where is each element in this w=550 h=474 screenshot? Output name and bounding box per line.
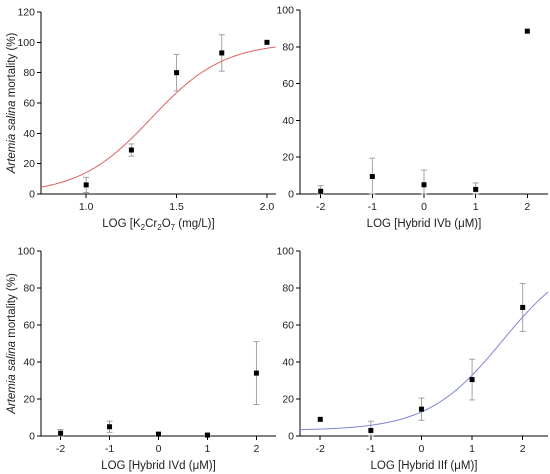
y-tick-label: 0 xyxy=(29,189,35,201)
y-tick-label: 60 xyxy=(23,98,35,110)
y-tick-label: 80 xyxy=(282,41,294,53)
data-point xyxy=(156,431,161,437)
x-axis-label-part: O xyxy=(162,218,171,230)
x-axis-label-part: M)] xyxy=(199,460,216,472)
x-tick-label: 2 xyxy=(520,443,526,455)
fit-curve xyxy=(41,46,276,188)
x-tick-label: 0 xyxy=(421,201,427,213)
x-tick-label: 1.0 xyxy=(79,201,94,213)
y-tick-label: 100 xyxy=(17,37,35,49)
data-point xyxy=(174,70,180,76)
y-tick-label: 100 xyxy=(17,246,35,258)
data-point xyxy=(219,50,225,56)
x-tick-label: 2 xyxy=(253,443,259,455)
x-axis-label-part: 7 xyxy=(171,223,176,232)
data-point xyxy=(317,416,323,422)
chart-panel-4: 0 20 40 60 80 100 -2 -1 0 1 2 LOG [Hybrid IIf (μM)] xyxy=(276,246,548,472)
x-axis-label: LOG [Hybrid IVd (μM)] xyxy=(101,460,216,472)
y-tick-label: 60 xyxy=(282,320,294,332)
data-point xyxy=(58,430,64,436)
x-tick-label: 0 xyxy=(156,443,162,455)
data-point xyxy=(253,370,259,376)
y-tick-label: 20 xyxy=(23,394,35,406)
x-axis-label-part: LOG [K xyxy=(102,218,141,230)
y-tick-label: 40 xyxy=(23,357,35,369)
x-tick-label: 1 xyxy=(205,443,211,455)
x-tick-label: 1.5 xyxy=(169,201,184,213)
y-tick-label: 20 xyxy=(282,152,294,164)
y-tick-label: 40 xyxy=(282,115,294,127)
y-tick-label: 0 xyxy=(288,189,294,201)
data-point xyxy=(418,406,424,412)
data-point xyxy=(107,424,113,430)
x-tick-label: -1 xyxy=(366,443,375,455)
x-tick-label: 1 xyxy=(473,201,479,213)
x-axis-label-part: LOG [Hybrid IIf ( xyxy=(371,460,455,472)
x-axis-label-part: Cr xyxy=(145,218,157,230)
data-point xyxy=(204,432,210,438)
x-tick-label: 0 xyxy=(419,443,425,455)
y-tick-label: 40 xyxy=(23,128,35,140)
x-axis-label-part: 2 xyxy=(157,223,162,232)
y-tick-label: 20 xyxy=(282,394,294,406)
x-axis-label-part: LOG [Hybrid IVb ( xyxy=(367,218,459,230)
data-point xyxy=(128,147,134,153)
x-tick-label: 2 xyxy=(524,201,530,213)
x-tick-label: -2 xyxy=(56,443,65,455)
data-point xyxy=(421,182,427,188)
data-point xyxy=(368,427,374,433)
y-tick-label: 20 xyxy=(23,158,35,170)
x-axis-label-part: LOG [Hybrid IVd ( xyxy=(101,460,193,472)
x-axis-label-part: (mg/L)] xyxy=(175,218,215,230)
x-axis-label-part: μ xyxy=(458,218,465,230)
y-axis-label-rest: mortality (%) xyxy=(6,33,18,101)
y-tick-label: 60 xyxy=(23,320,35,332)
x-axis-label: LOG [Hybrid IVb (μM)] xyxy=(367,218,482,230)
x-axis-label: LOG [K2Cr2O7 (mg/L)] xyxy=(102,218,214,232)
x-tick-label: -2 xyxy=(316,201,325,213)
y-tick-label: 120 xyxy=(17,7,35,19)
data-point xyxy=(520,304,526,310)
x-tick-label: -1 xyxy=(105,443,114,455)
x-axis-label: LOG [Hybrid IIf (μM)] xyxy=(371,460,478,472)
data-point xyxy=(264,39,270,45)
x-axis-label-part: μ xyxy=(454,460,461,472)
y-tick-label: 100 xyxy=(276,5,294,17)
y-axis-label-species: Artemia salina xyxy=(6,341,18,415)
x-axis-label-part: μ xyxy=(193,460,200,472)
y-tick-label: 80 xyxy=(282,283,294,295)
data-point xyxy=(524,28,530,34)
x-tick-label: 2.0 xyxy=(260,201,275,213)
y-tick-label: 80 xyxy=(23,283,35,295)
y-axis-label-species: Artemia salina xyxy=(6,100,18,174)
y-tick-label: 60 xyxy=(282,78,294,90)
y-tick-label: 40 xyxy=(282,357,294,369)
y-tick-label: 0 xyxy=(29,431,35,443)
y-axis-label: Artemia salina mortality (%) xyxy=(6,33,18,175)
x-axis-label-part: 2 xyxy=(141,223,146,232)
x-tick-label: -1 xyxy=(368,201,377,213)
y-tick-label: 100 xyxy=(276,246,294,258)
x-tick-label: -2 xyxy=(316,443,325,455)
fit-curve xyxy=(300,291,548,431)
chart-panel-3: 0 20 40 60 80 100 -2 -1 0 1 2 LOG [Hybrid IVd (μM)]… xyxy=(6,246,276,472)
data-point xyxy=(83,182,89,188)
chart-panel-2: 0 20 40 60 80 100 -2 -1 0 1 2 LOG [Hybrid IVb (μM)] xyxy=(276,5,548,230)
x-axis-label-part: M)] xyxy=(461,460,478,472)
data-point xyxy=(318,188,324,194)
data-point xyxy=(369,174,375,180)
y-axis-label: Artemia salina mortality (%) xyxy=(6,273,18,415)
y-tick-label: 0 xyxy=(288,431,294,443)
data-point xyxy=(473,186,479,192)
x-axis-label-part: M)] xyxy=(465,218,482,230)
y-axis-label-rest: mortality (%) xyxy=(6,273,18,341)
x-tick-label: 1 xyxy=(469,443,475,455)
data-point xyxy=(469,377,475,383)
y-tick-label: 80 xyxy=(23,67,35,79)
